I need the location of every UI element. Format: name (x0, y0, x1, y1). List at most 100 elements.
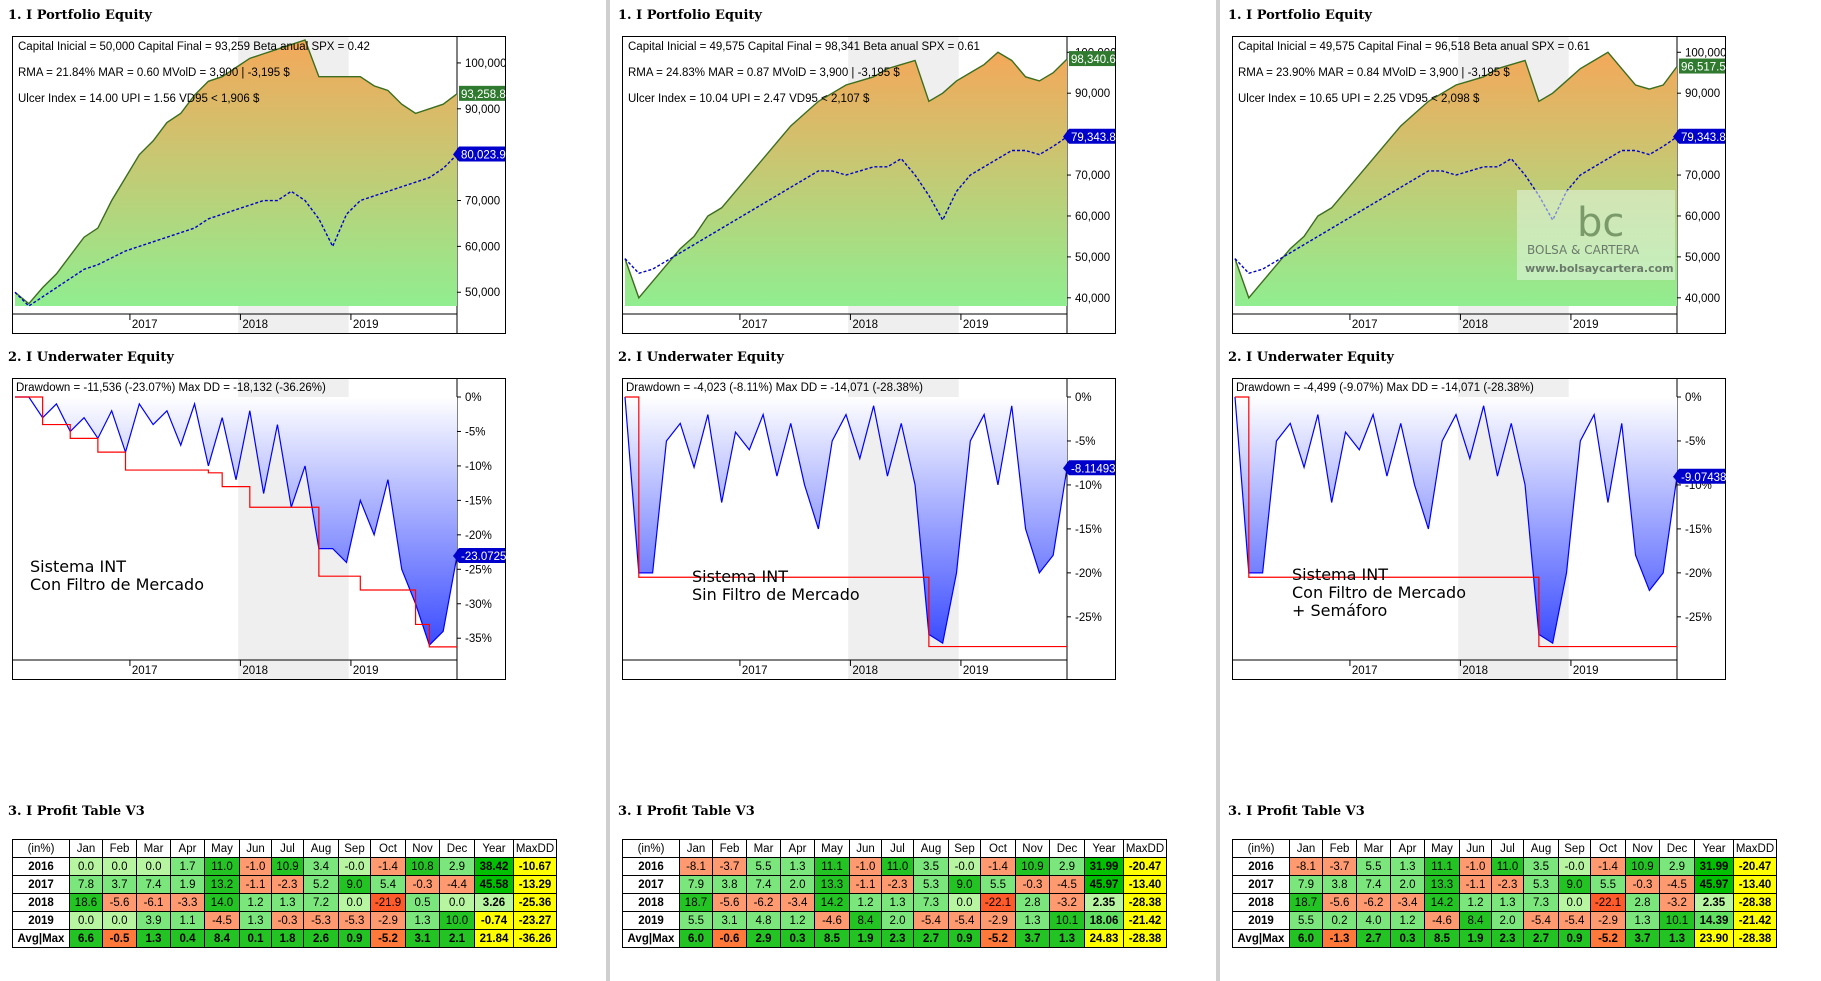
x-tick-label: 2017 (1352, 665, 1378, 677)
table-cell: 1.9 (170, 875, 205, 894)
table-cell: 7.8 (69, 875, 103, 894)
table-cell: -0.3 (1625, 875, 1660, 894)
table-cell: 1.3 (881, 893, 914, 912)
table-cell: 8.4 (1459, 911, 1492, 930)
table-cell: 10.9 (1625, 857, 1660, 876)
table-row: 2016 -8.1 -3.7 5.5 1.3 11.1 -1.0 11.0 3.5 -0.0 -1.… (622, 857, 1167, 876)
table-header: Year (474, 839, 514, 858)
table-cell: 7.3 (913, 893, 949, 912)
table-header-row: (in%) Jan Feb Mar Apr May Jun Jul Aug Sep Oct Nov De… (1232, 839, 1777, 858)
table-cell: 7.9 (679, 875, 713, 894)
table-cell: 2.0 (780, 875, 815, 894)
x-tick-label: 2019 (1573, 665, 1599, 677)
spx-line (1234, 136, 1678, 275)
table-cell: 18.7 (1289, 893, 1323, 912)
table-cell: 1.3 (1015, 911, 1050, 930)
table-cell: -3.2 (1049, 893, 1085, 912)
table-cell: 10.9 (1015, 857, 1050, 876)
table-header: Aug (1523, 839, 1559, 858)
table-cell: -2.3 (1491, 875, 1524, 894)
table-cell: -4.5 (204, 911, 240, 930)
table-cell: 2.1 (439, 929, 475, 948)
table-row: Avg|Max 6.0 -0.6 2.9 0.3 8.5 1.9 2.3 2.7 0.9 -5.2 3… (622, 929, 1167, 948)
y-tick-label: 50,000 (1075, 252, 1110, 264)
y-tick-label: 60,000 (1685, 211, 1720, 223)
table-cell: -4.4 (439, 875, 475, 894)
table-cell: 1.3 (1625, 911, 1660, 930)
table-cell: 5.5 (980, 875, 1016, 894)
table-cell: -20.47 (1733, 857, 1777, 876)
table-cell: 5.2 (303, 875, 339, 894)
panel-0: 1. I Portfolio Equity 2. I Underwater Equ… (0, 0, 610, 981)
drawdown-area (625, 397, 1067, 644)
spx-badge (1673, 128, 1725, 144)
y-tick-label: -5% (1075, 436, 1095, 448)
row-year: 2018 (12, 893, 70, 912)
table-cell: -5.2 (980, 929, 1016, 948)
table-cell: 8.4 (849, 911, 882, 930)
y-tick-label: 100,000 (465, 58, 506, 70)
table-cell: -5.2 (370, 929, 406, 948)
table-cell: 2.35 (1084, 893, 1124, 912)
table-cell: 3.7 (1625, 929, 1660, 948)
equity-stat-line: RMA = 24.83% MAR = 0.87 MVolD = 3,900 | … (628, 67, 900, 79)
table-cell: 0.0 (948, 893, 981, 912)
equity-badge (1069, 51, 1115, 67)
table-cell: -3.4 (780, 893, 815, 912)
equity-line (14, 39, 458, 305)
table-header: MaxDD (1123, 839, 1167, 858)
table-row: 2018 18.6 -5.6 -6.1 -3.3 14.0 1.2 1.3 7.2 0.0 -21.… (12, 893, 557, 912)
table-cell: 2.9 (1659, 857, 1695, 876)
table-cell: -6.1 (136, 893, 171, 912)
table-cell: -0.5 (102, 929, 137, 948)
table-cell: -3.7 (1322, 857, 1357, 876)
y-tick-label: 90,000 (1075, 88, 1110, 100)
maxdd-line (625, 396, 1067, 648)
table-cell: 8.5 (1424, 929, 1460, 948)
table-cell: -13.29 (513, 875, 557, 894)
equity-badge-label: 93,258.8 (461, 89, 506, 101)
equity-badge (1679, 58, 1725, 74)
equity-stat-line: Capital Inicial = 49,575 Capital Final =… (1238, 41, 1590, 53)
table-cell: -0.0 (1558, 857, 1591, 876)
drawdown-badge-label: -8.11493 (1071, 463, 1116, 475)
table-cell: -5.4 (913, 911, 949, 930)
equity-section-title: 1. I Portfolio Equity (1228, 8, 1372, 23)
profit-table: (in%) Jan Feb Mar Apr May Jun Jul Aug Sep Oct Nov De… (1232, 839, 1777, 948)
panel-1: 1. I Portfolio Equity 2. I Underwater Equ… (610, 0, 1220, 981)
table-row: Avg|Max 6.6 -0.5 1.3 0.4 8.4 0.1 1.8 2.6 0.9 -5.2 3… (12, 929, 557, 948)
table-header: MaxDD (513, 839, 557, 858)
table-cell: 9.0 (338, 875, 371, 894)
table-cell: 13.3 (1424, 875, 1460, 894)
table-cell: -1.1 (239, 875, 272, 894)
equity-chart: 40,00050,00060,00070,00080,00090,000100,… (1232, 36, 1726, 334)
table-cell: -4.6 (814, 911, 850, 930)
table-cell: 2.0 (881, 911, 914, 930)
table-cell: 7.4 (136, 875, 171, 894)
table-cell: 7.2 (303, 893, 339, 912)
table-header: Jun (849, 839, 882, 858)
table-header: Mar (136, 839, 171, 858)
equity-area (625, 52, 1067, 307)
equity-chart: 40,00050,00060,00070,00080,00090,000100,… (622, 36, 1116, 334)
table-cell: 0.0 (338, 893, 371, 912)
table-cell: 2.8 (1015, 893, 1050, 912)
x-tick-label: 2019 (353, 665, 379, 677)
table-cell: 2.35 (1694, 893, 1734, 912)
table-cell: 3.8 (712, 875, 747, 894)
table-cell: 1.9 (849, 929, 882, 948)
y-tick-label: 50,000 (465, 287, 500, 299)
table-row: 2019 5.5 0.2 4.0 1.2 -4.6 8.4 2.0 -5.4 -5.4 -2.9 1.… (1232, 911, 1777, 930)
table-cell: 4.0 (1356, 911, 1391, 930)
y-tick-label: -25% (1075, 612, 1102, 624)
table-cell: -5.6 (1322, 893, 1357, 912)
equity-stat-line: Capital Inicial = 49,575 Capital Final =… (628, 41, 980, 53)
table-header: Jul (1491, 839, 1524, 858)
table-cell: 3.9 (136, 911, 171, 930)
table-header: Jan (679, 839, 713, 858)
equity-badge (459, 85, 505, 101)
table-cell: 2.7 (1523, 929, 1559, 948)
table-cell: 3.1 (712, 911, 747, 930)
y-tick-label: -35% (465, 633, 492, 645)
